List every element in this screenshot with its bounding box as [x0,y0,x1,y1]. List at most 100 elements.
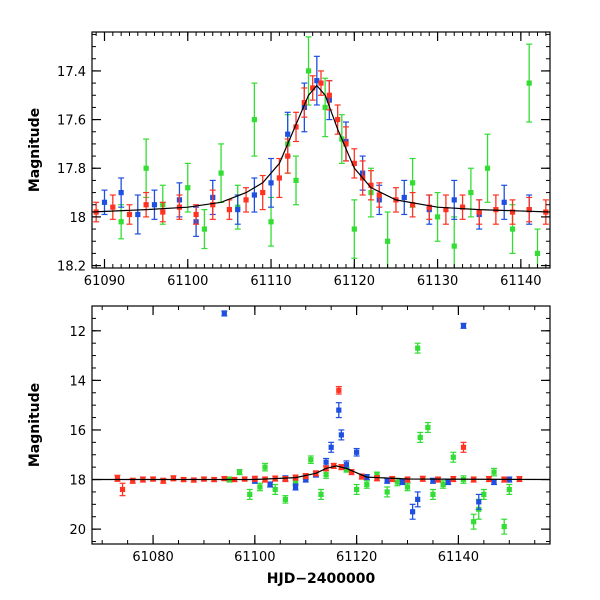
top-red-point [367,170,374,201]
top-green-point [218,143,225,203]
top-red-point [442,194,449,225]
top-red-point [159,201,166,223]
bottom-y-tick-label: 12 [69,325,86,340]
bottom-green-point [440,480,447,489]
top-model-curve [92,84,550,213]
top-green-point [484,133,491,203]
bottom-red-point [251,475,258,482]
bottom-red-point [335,385,342,395]
bottom-y-axis-label: Magnitude [27,383,43,467]
bottom-green-point [363,480,370,489]
bottom-blue-point [460,322,467,329]
bottom-blue-point [353,447,360,457]
top-blue-point [268,157,275,208]
bottom-red-point [119,482,126,497]
top-green-point [251,82,258,157]
bottom-green-point [417,431,424,443]
top-blue-point [234,194,241,225]
top-green-point [526,43,533,123]
top-red-point [426,194,433,220]
bottom-y-tick-label: 20 [69,523,86,538]
top-blue-point [134,194,141,235]
bottom-green-point [470,513,477,530]
top-data-points [93,36,549,268]
bottom-green-point [424,421,431,434]
bottom-green-point [256,482,263,492]
bottom-blue-point [475,493,482,510]
bottom-panel: 61080 61100 61120 61140 12 14 16 18 20 Magnitude… [27,305,551,587]
bottom-green-point [506,483,513,496]
top-blue-point [401,179,408,216]
top-model-line [92,84,550,213]
top-blue-point [101,189,108,216]
bottom-red-point [373,475,380,482]
bottom-green-point [236,469,243,476]
top-red-point [243,187,250,213]
bottom-blue-point [335,402,342,419]
top-green-point [293,155,300,206]
bottom-red-point [302,472,309,480]
top-green-point [143,138,150,199]
top-red-point [476,199,483,225]
bottom-blue-point [414,491,421,508]
bottom-y-tick-label: 16 [69,424,86,439]
bottom-red-point [460,441,467,453]
top-red-point [318,70,324,96]
bottom-green-point [323,470,330,479]
bottom-blue-point [267,481,274,488]
top-y-tick-label: 18 [69,211,86,226]
top-green-point [322,77,329,138]
bottom-blue-point [221,310,228,317]
bottom-green-point [501,518,508,535]
top-red-point [109,194,116,220]
top-blue-point [451,179,458,220]
top-green-point [184,162,191,213]
bottom-red-point [330,462,337,469]
top-blue-point [251,177,258,213]
top-plot-frame [91,31,551,269]
top-red-point [301,87,308,118]
bottom-data-points [114,310,523,535]
top-x-tick-label: 61090 [84,274,125,289]
top-blue-point [151,189,158,220]
top-green-point [351,199,358,259]
top-red-point [193,204,200,225]
top-green-point [384,211,391,268]
bottom-x-tick-label: 61120 [336,550,377,565]
top-x-tick-label: 61140 [500,274,541,289]
bottom-axis-ticks: 61080 61100 61120 61140 12 14 16 18 20 [69,305,550,565]
top-x-tick-label: 61130 [417,274,458,289]
bottom-blue-point [292,483,299,491]
bottom-blue-point [323,457,330,467]
bottom-green-point [272,483,279,496]
bottom-red-point [282,475,289,483]
bottom-model-curve [92,465,550,481]
bottom-red-point [221,475,228,482]
bottom-model-line [92,465,550,481]
top-green-point [201,209,208,250]
bottom-x-axis-label: HJD−2400000 [267,571,376,587]
bottom-green-point [307,455,314,465]
top-red-point [309,75,316,101]
top-red-point [459,194,466,220]
top-red-point [126,204,133,225]
top-red-point [259,174,266,211]
bottom-red-point [170,475,177,482]
bottom-x-tick-label: 61100 [234,550,275,565]
top-red-point [143,191,150,218]
bottom-blue-point [338,429,345,441]
top-panel: 61090 61100 61110 61120 61130 61140 17.4 17.6 17… [27,31,551,289]
top-red-point [509,199,516,225]
bottom-x-tick-label: 61080 [132,550,173,565]
bottom-plot-frame [91,305,551,545]
top-x-tick-label: 61110 [250,274,291,289]
top-green-point [118,204,125,240]
bottom-green-point [404,482,411,492]
bottom-green-point [384,486,391,498]
bottom-blue-point [384,477,391,484]
top-x-tick-label: 61120 [334,274,375,289]
bottom-green-point [429,488,436,500]
bottom-blue-point [328,441,335,453]
top-x-tick-label: 61100 [167,274,208,289]
bottom-green-point [318,488,324,500]
